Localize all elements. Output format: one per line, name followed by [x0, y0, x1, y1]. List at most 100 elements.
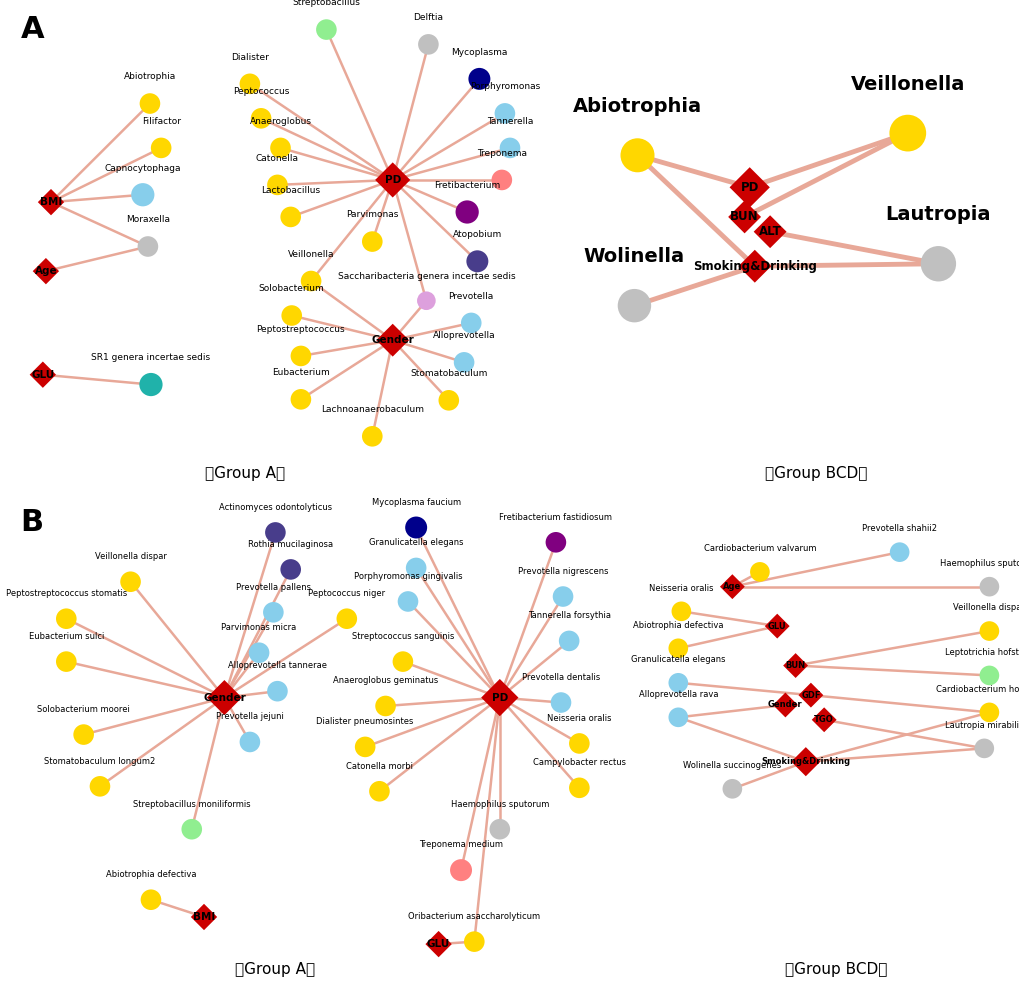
Point: [269, 683, 285, 699]
Text: Gender: Gender: [371, 335, 414, 345]
Point: [364, 428, 380, 444]
Text: Abiotrophia: Abiotrophia: [123, 72, 176, 82]
Point: [122, 574, 139, 590]
Text: Prevotella pallens: Prevotella pallens: [235, 583, 311, 592]
Text: BMI: BMI: [40, 197, 62, 207]
Text: Gender: Gender: [203, 692, 246, 703]
Text: GLU: GLU: [32, 370, 54, 380]
Text: Neisseria oralis: Neisseria oralis: [546, 714, 611, 723]
Point: [282, 562, 299, 578]
Point: [560, 633, 577, 649]
Point: [140, 239, 156, 254]
Point: [394, 654, 411, 669]
Point: [554, 589, 571, 604]
Point: [891, 544, 907, 560]
Text: Mycoplasma faucium: Mycoplasma faucium: [371, 498, 461, 507]
Text: Haemophilus sputorum: Haemophilus sputorum: [450, 800, 548, 809]
Point: [318, 22, 334, 37]
Point: [272, 140, 288, 156]
Text: Haemophilus sputorum: Haemophilus sputorum: [940, 559, 1019, 568]
Point: [802, 687, 818, 703]
Point: [491, 821, 507, 837]
Text: Catonella: Catonella: [256, 154, 299, 163]
Text: BMI: BMI: [193, 912, 215, 922]
Text: Treponema: Treponema: [476, 149, 527, 158]
Point: [980, 579, 997, 595]
Point: [980, 704, 997, 720]
Point: [980, 623, 997, 639]
Text: Anaeroglobus geminatus: Anaeroglobus geminatus: [332, 676, 438, 685]
Text: Saccharibacteria genera incertae sedis: Saccharibacteria genera incertae sedis: [337, 272, 515, 281]
Point: [43, 194, 59, 210]
Point: [265, 604, 281, 620]
Text: Wolinella: Wolinella: [583, 247, 685, 266]
Point: [242, 76, 258, 92]
Text: Tannerella forsythia: Tannerella forsythia: [527, 611, 610, 620]
Point: [267, 525, 283, 540]
Text: Alloprevotella: Alloprevotella: [432, 331, 495, 340]
Text: Parvimonas: Parvimonas: [345, 210, 398, 220]
Point: [787, 658, 803, 673]
Text: （Group BCD）: （Group BCD）: [785, 961, 887, 977]
Point: [466, 934, 482, 950]
Text: Tannerella: Tannerella: [486, 116, 533, 125]
Text: Cardiobacterium hominis: Cardiobacterium hominis: [935, 684, 1019, 694]
Point: [283, 308, 300, 323]
Point: [547, 534, 564, 550]
Text: Gender: Gender: [767, 700, 802, 710]
Point: [430, 937, 446, 952]
Text: Prevotella shahii2: Prevotella shahii2: [861, 525, 936, 533]
Point: [552, 694, 569, 710]
Point: [980, 668, 997, 683]
Point: [929, 255, 946, 271]
Point: [469, 253, 485, 269]
Point: [899, 125, 915, 141]
Text: Abiotrophia defectiva: Abiotrophia defectiva: [106, 870, 196, 880]
Text: Capnocytophaga: Capnocytophaga: [105, 164, 181, 173]
Text: Streptococcus sanguinis: Streptococcus sanguinis: [352, 632, 453, 641]
Text: Oribacterium asaccharolyticum: Oribacterium asaccharolyticum: [408, 912, 540, 921]
Point: [420, 36, 436, 52]
Text: BUN: BUN: [785, 661, 805, 670]
Point: [471, 71, 487, 87]
Text: ALT: ALT: [758, 225, 781, 239]
Text: Lachnoanaerobaculum: Lachnoanaerobaculum: [321, 405, 423, 414]
Point: [408, 560, 424, 576]
Point: [669, 674, 686, 690]
Point: [282, 209, 299, 225]
Text: Peptococcus: Peptococcus: [232, 87, 289, 97]
Text: Porphyromonas gingivalis: Porphyromonas gingivalis: [354, 572, 462, 581]
Text: Eubacterium sulci: Eubacterium sulci: [29, 632, 104, 641]
Point: [776, 697, 793, 713]
Text: （Group BCD）: （Group BCD）: [764, 466, 866, 481]
Text: Streptobacillus moniliformis: Streptobacillus moniliformis: [132, 800, 251, 809]
Text: （Group A）: （Group A）: [205, 466, 284, 481]
Point: [751, 564, 767, 580]
Text: Parvimonas micra: Parvimonas micra: [221, 623, 297, 632]
Text: Solobacterium: Solobacterium: [259, 284, 324, 294]
Text: Anaeroglobus: Anaeroglobus: [250, 116, 311, 125]
Point: [269, 177, 285, 193]
Point: [143, 891, 159, 907]
Point: [459, 204, 475, 220]
Text: Leptotrichia hofstadii: Leptotrichia hofstadii: [944, 648, 1019, 657]
Text: Granulicatella elegans: Granulicatella elegans: [631, 655, 725, 665]
Text: Prevotella: Prevotella: [448, 292, 493, 301]
Text: Catonella morbi: Catonella morbi: [345, 761, 413, 771]
Text: Stomatobaculum longum2: Stomatobaculum longum2: [44, 756, 156, 765]
Text: Peptococcus niger: Peptococcus niger: [308, 589, 385, 598]
Point: [135, 187, 151, 203]
Text: Dialister pneumosintes: Dialister pneumosintes: [316, 717, 414, 726]
Text: Fretibacterium: Fretibacterium: [434, 180, 499, 190]
Point: [196, 909, 212, 925]
Text: PD: PD: [491, 692, 507, 703]
Text: Prevotella jejuni: Prevotella jejuni: [216, 712, 283, 722]
Point: [384, 332, 400, 348]
Text: Campylobacter rectus: Campylobacter rectus: [532, 758, 626, 767]
Point: [452, 862, 469, 879]
Text: Abiotrophia: Abiotrophia: [573, 97, 701, 116]
Text: Abiotrophia defectiva: Abiotrophia defectiva: [633, 620, 722, 629]
Point: [377, 698, 393, 714]
Text: Veillonella dispar: Veillonella dispar: [95, 552, 166, 561]
Text: GLU: GLU: [767, 621, 786, 631]
